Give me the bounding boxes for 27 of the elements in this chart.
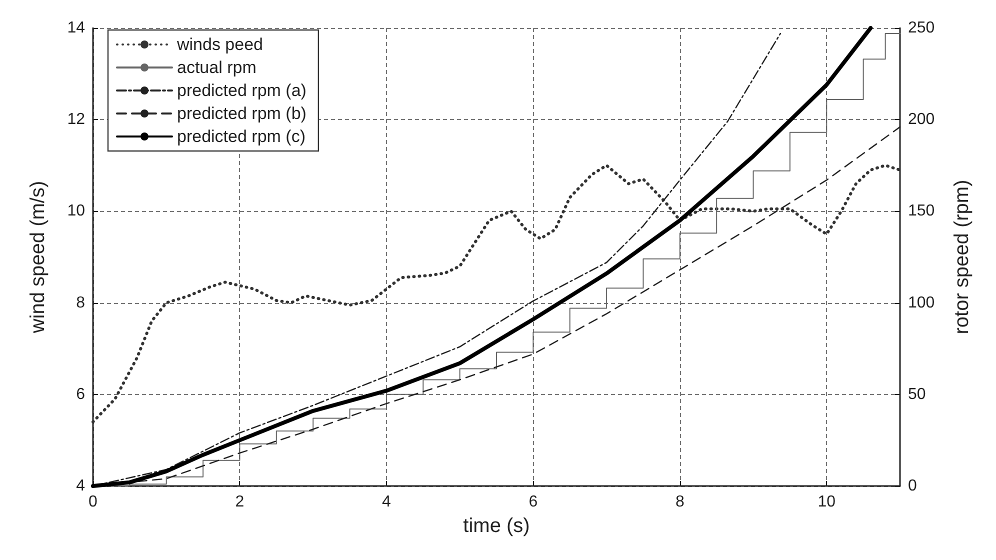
y-tick-label: 4 [76, 478, 86, 494]
y-tick-label: 8 [76, 294, 86, 312]
y2-tick-label: 100 [908, 294, 935, 312]
x-axis-title: time (s) [463, 515, 530, 537]
legend-label: winds peed [176, 35, 264, 54]
x-tick-label: 6 [528, 494, 538, 510]
legend-label: predicted rpm (b) [177, 104, 306, 123]
legend-label: actual rpm [177, 58, 256, 77]
y2-tick-label: 0 [908, 478, 917, 494]
y-tick-label: 10 [67, 202, 86, 220]
y-axis-title: wind speed (m/s) [27, 180, 49, 334]
y2-tick-label: 50 [908, 386, 926, 403]
y-tick-label: 6 [76, 386, 86, 403]
y2-tick-label: 200 [908, 111, 935, 128]
y-tick-label: 12 [67, 111, 86, 128]
y2-axis-title: rotor speed (rpm) [951, 180, 973, 334]
x-tick-label: 0 [88, 494, 98, 510]
y-tick-label: 14 [67, 20, 86, 36]
y2-tick-label: 150 [908, 202, 935, 220]
legend-label: predicted rpm (a) [177, 81, 306, 100]
y2-tick-label: 250 [908, 20, 935, 36]
x-tick-label: 10 [818, 494, 836, 510]
line-series [92, 164, 902, 424]
x-tick-label: 8 [675, 494, 684, 510]
legend-label: predicted rpm (c) [177, 127, 306, 146]
x-tick-label: 4 [382, 494, 391, 510]
x-tick-label: 2 [235, 494, 244, 510]
